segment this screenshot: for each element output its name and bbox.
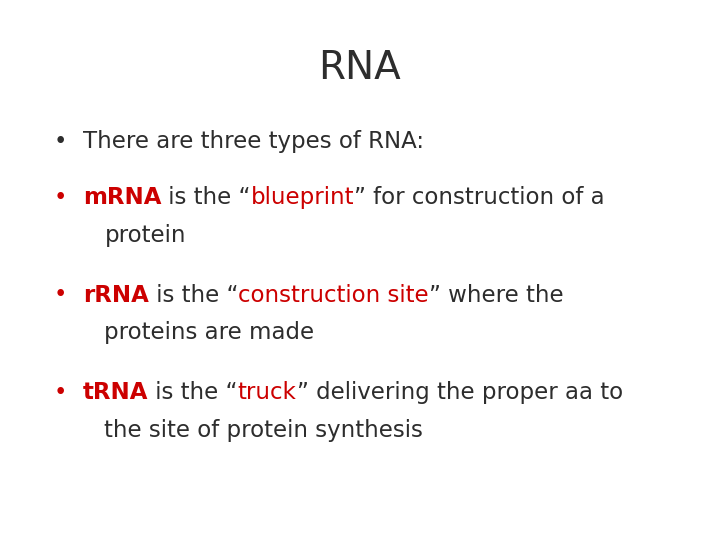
Text: RNA: RNA: [319, 49, 401, 86]
Text: protein: protein: [104, 224, 186, 247]
Text: •: •: [54, 186, 68, 210]
Text: is the “: is the “: [161, 186, 251, 210]
Text: ” where the: ” where the: [429, 284, 564, 307]
Text: truck: truck: [238, 381, 297, 404]
Text: •: •: [54, 284, 68, 307]
Text: tRNA: tRNA: [83, 381, 148, 404]
Text: •: •: [54, 130, 68, 153]
Text: rRNA: rRNA: [83, 284, 148, 307]
Text: ” delivering the proper aa to: ” delivering the proper aa to: [297, 381, 623, 404]
Text: •: •: [54, 381, 68, 404]
Text: is the “: is the “: [148, 381, 238, 404]
Text: proteins are made: proteins are made: [104, 321, 315, 345]
Text: mRNA: mRNA: [83, 186, 161, 210]
Text: blueprint: blueprint: [251, 186, 354, 210]
Text: the site of protein synthesis: the site of protein synthesis: [104, 418, 423, 442]
Text: ” for construction of a: ” for construction of a: [354, 186, 605, 210]
Text: There are three types of RNA:: There are three types of RNA:: [83, 130, 424, 153]
Text: is the “: is the “: [148, 284, 238, 307]
Text: construction site: construction site: [238, 284, 429, 307]
